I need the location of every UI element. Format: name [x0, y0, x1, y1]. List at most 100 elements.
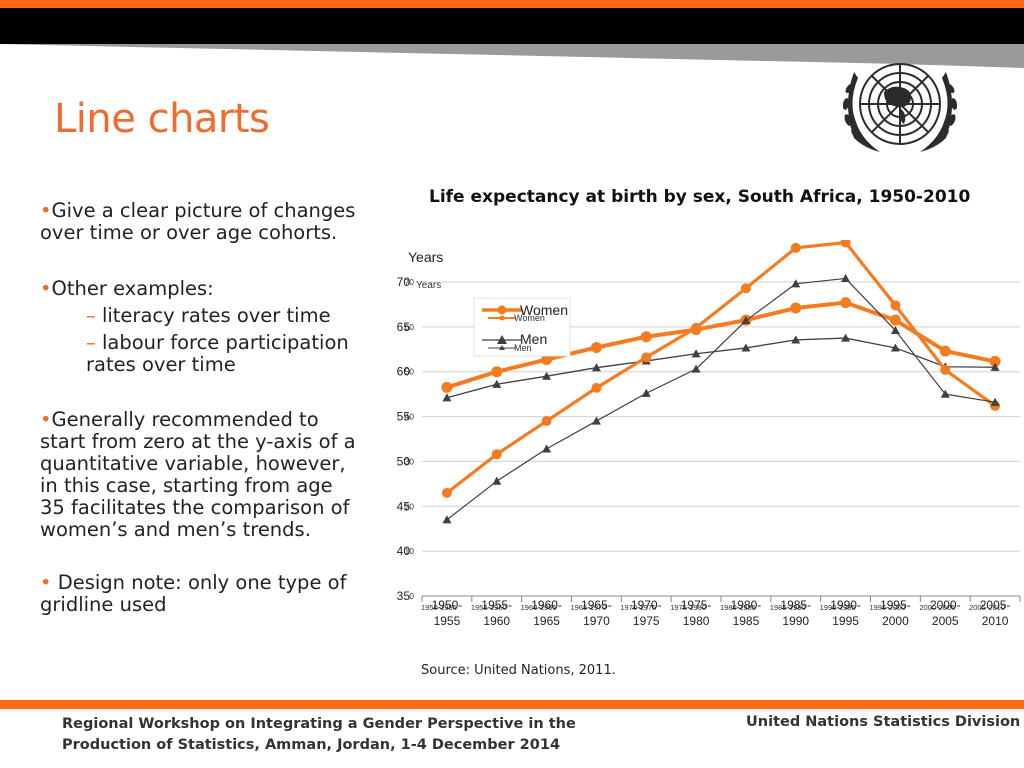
- bottom-accent-bar: [0, 700, 1024, 709]
- x-tick-label: 1970: [583, 614, 610, 628]
- bullet-item: • Design note: only one type of gridline…: [40, 572, 360, 616]
- x-tick-label: 1970-: [631, 598, 662, 612]
- data-point-men: [542, 444, 552, 453]
- x-tick-label: 1955-: [481, 598, 512, 612]
- y-tick-label: 45: [397, 499, 411, 513]
- header-band: [0, 8, 1024, 68]
- x-tick-label-secondary: 1975-1980: [670, 603, 706, 612]
- bullet-item: •Other examples:: [40, 278, 214, 300]
- data-point-women: [541, 416, 552, 427]
- x-tick-label-secondary: 1960-1965: [521, 603, 557, 612]
- data-point-women-secondary: [889, 314, 901, 326]
- series-line-men: [446, 277, 996, 521]
- data-point-women-secondary: [491, 366, 503, 378]
- x-tick-label-secondary: 1990-1995: [820, 603, 856, 612]
- y-tick-label-secondary: 0: [409, 591, 414, 601]
- data-point-women: [491, 449, 502, 460]
- x-tick-label-secondary: 2000-2005: [919, 603, 955, 612]
- x-tick-label: 1995-: [880, 598, 911, 612]
- data-point-men: [940, 389, 950, 398]
- data-point-women-secondary: [590, 341, 602, 353]
- x-tick-label: 2000-: [930, 598, 961, 612]
- legend-label-secondary: Men: [514, 343, 532, 353]
- x-tick-label: 1955: [434, 614, 461, 628]
- x-tick-label: 1990-: [830, 598, 861, 612]
- legend-marker-men: [497, 335, 507, 344]
- x-tick-label: 2010: [982, 614, 1009, 628]
- source-note: Source: United Nations, 2011.: [421, 663, 616, 678]
- bullet-text: Generally recommended to start from zero…: [40, 408, 356, 541]
- data-point-women-secondary: [441, 381, 453, 393]
- x-tick-label: 1985: [733, 614, 760, 628]
- bullet-item: •Give a clear picture of changes over ti…: [40, 200, 380, 244]
- x-tick-label: 1980: [683, 614, 710, 628]
- x-tick-label: 1960: [483, 614, 510, 628]
- bullet-text: Other examples:: [51, 277, 214, 300]
- x-tick-label-secondary: 1980-1985: [720, 603, 756, 612]
- x-tick-label: 1950-: [432, 598, 463, 612]
- y-axis-title: Years: [408, 249, 443, 265]
- x-tick-label: 1985-: [780, 598, 811, 612]
- data-point-men: [990, 397, 1000, 406]
- legend-box: [473, 297, 571, 357]
- bullet-dot-icon: •: [40, 571, 52, 594]
- x-tick-label-secondary: 1985-1990: [770, 603, 806, 612]
- data-point-women: [840, 240, 851, 248]
- y-tick-label: 65: [397, 320, 411, 334]
- data-point-men: [641, 388, 651, 397]
- data-point-women: [691, 322, 702, 333]
- data-point-women-secondary: [640, 331, 652, 343]
- x-tick-label-secondary: 2005-2010: [969, 603, 1005, 612]
- data-point-women: [790, 242, 801, 253]
- y-tick-label-secondary: 70: [405, 277, 415, 287]
- legend-label-secondary: Women: [514, 313, 545, 323]
- page-title: Line charts: [54, 96, 270, 142]
- data-point-men-secondary: [990, 362, 1000, 371]
- data-point-men-secondary: [741, 343, 751, 352]
- data-point-men: [890, 325, 900, 335]
- legend-marker-women-secondary: [499, 315, 505, 321]
- y-tick-label-secondary: 10: [405, 546, 415, 556]
- bullet-dot-icon: •: [40, 277, 52, 300]
- data-point-men-secondary: [542, 371, 552, 380]
- y-tick-label-secondary: 40: [405, 412, 415, 422]
- data-point-women: [940, 364, 951, 375]
- sub-bullet-text: literacy rates over time: [101, 304, 331, 327]
- x-tick-label-secondary: 1955-1960: [471, 603, 507, 612]
- data-point-men-secondary: [591, 363, 601, 372]
- bullet-dot-icon: •: [40, 199, 52, 222]
- data-point-women-secondary: [790, 302, 802, 314]
- legend-marker-women: [497, 305, 507, 315]
- x-tick-label-secondary: 1950-1955: [421, 603, 457, 612]
- data-point-women-secondary: [840, 297, 852, 309]
- data-point-women: [591, 382, 602, 393]
- data-point-men-secondary: [841, 333, 851, 342]
- data-point-men-secondary: [791, 335, 801, 344]
- sub-bullet-item: – labour force participation rates over …: [86, 332, 356, 376]
- data-point-women: [641, 352, 652, 363]
- x-tick-label: 1975-: [681, 598, 712, 612]
- dash-icon: –: [86, 331, 102, 354]
- bullet-text: Design note: only one type of gridline u…: [40, 571, 347, 616]
- y-tick-label: 40: [397, 544, 411, 558]
- bullet-item: •Generally recommended to start from zer…: [40, 409, 360, 541]
- legend-label: Men: [520, 331, 547, 347]
- data-point-men-secondary: [442, 393, 452, 402]
- x-tick-label-secondary: 1995-2000: [869, 603, 905, 612]
- x-tick-label: 2005: [932, 614, 959, 628]
- dash-icon: –: [86, 304, 102, 327]
- data-point-women-secondary: [989, 355, 1001, 367]
- y-axis-title-secondary: Years: [416, 280, 441, 291]
- series-line-women: [445, 240, 997, 495]
- x-tick-label: 2005-: [980, 598, 1011, 612]
- data-point-women-secondary: [939, 345, 951, 357]
- data-point-women: [441, 487, 452, 498]
- legend-marker-men-secondary: [499, 345, 505, 350]
- y-tick-label-secondary: 20: [405, 501, 415, 511]
- data-point-men: [442, 515, 452, 524]
- data-point-men-secondary: [492, 379, 502, 388]
- y-tick-label-secondary: 50: [405, 367, 415, 377]
- x-tick-label-secondary: 1970-1975: [620, 603, 656, 612]
- x-tick-label: 1965: [533, 614, 560, 628]
- x-tick-label: 1980-: [731, 598, 762, 612]
